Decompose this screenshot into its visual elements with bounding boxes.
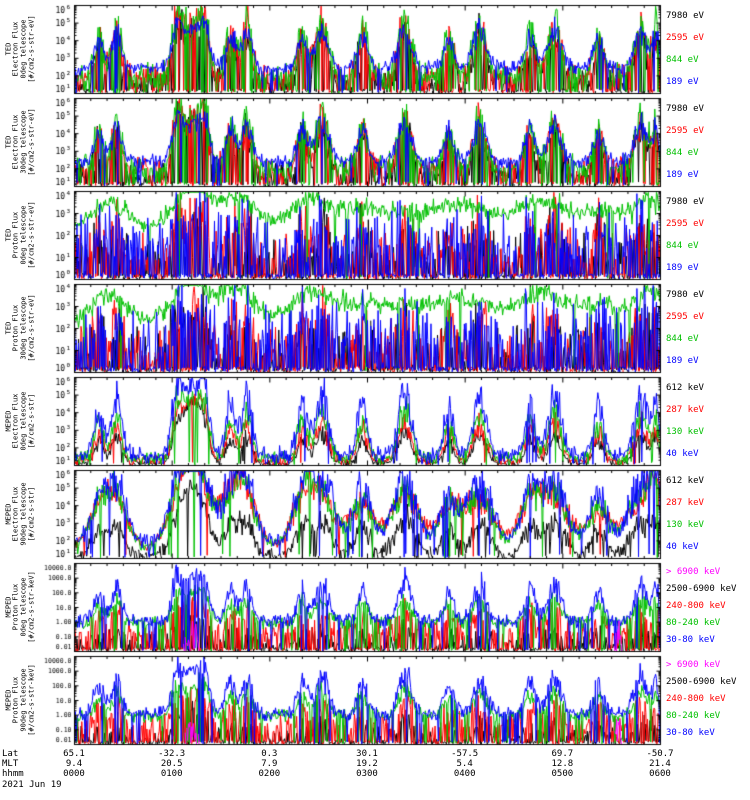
tick-lat-value: -50.7: [646, 749, 674, 759]
panel-5-plot: [40, 376, 662, 467]
tick-mlt-value: 12.8: [551, 759, 574, 769]
ylabel-line: [#/cm2-s-str]: [27, 393, 36, 449]
panel-7-legend-5: 30-80 keV: [666, 635, 715, 645]
panel-8-legend-3: 240-800 keV: [666, 694, 726, 704]
panel-4-legend-4: 189 eV: [666, 356, 699, 366]
panel-8-ylabel: MEPED Proton Flux 90deg telescope [#/cm2-s-…: [0, 655, 40, 746]
tick-mlt-value: 21.4: [649, 759, 671, 769]
panel-3-plot: [40, 190, 662, 281]
axis-row-label-hhmm: hhmm: [2, 769, 24, 779]
tick-lat-value: -32.3: [158, 749, 186, 759]
tick-mlt-value: 5.4: [456, 759, 473, 769]
panel-8-legend-1: > 6900 keV: [666, 660, 721, 670]
panel-2-ylabel: TED Electron Flux 30deg telescope [#/cm2-s-…: [0, 97, 40, 188]
panel-4-ylabel: TED Proton Flux 30deg telescope [#/cm2-s-st…: [0, 283, 40, 374]
panel-4-plot: [40, 283, 662, 374]
panel-3-legend-1: 7980 eV: [666, 197, 704, 207]
time-tick-0500: 69.7 12.8 0500: [530, 749, 594, 779]
ylabel-line: [#/cm2-s-str-eV]: [27, 201, 36, 269]
panel-7-ylabel: MEPED Proton Flux 0deg telescope [#/cm2-s-s…: [0, 562, 40, 653]
panel-3-ylabel: TED Proton Flux 0deg telescope [#/cm2-s-str…: [0, 190, 40, 281]
tick-hhmm-value: 0600: [649, 769, 671, 779]
tick-lat-value: 65.1: [63, 749, 85, 759]
panel-5-ylabel: MEPED Electron Flux 0deg telescope [#/cm2-s…: [0, 376, 40, 467]
time-tick-0100: -32.3 20.5 0100: [140, 749, 204, 779]
panel-3-legend-2: 2595 eV: [666, 219, 704, 229]
tick-lat-value: 69.7: [551, 749, 574, 759]
panel-4-legend-2: 2595 eV: [666, 312, 704, 322]
axis-row-label-lat: Lat: [2, 749, 19, 759]
tick-lat-value: -57.5: [451, 749, 479, 759]
ylabel-line: [#/cm2-s-str-keV]: [27, 571, 36, 643]
panel-8-legend-5: 30-80 keV: [666, 728, 715, 738]
tick-hhmm-value: 0000: [63, 769, 85, 779]
panel-6-legend-2: 287 keV: [666, 498, 704, 508]
panel-1-legend-2: 2595 eV: [666, 33, 704, 43]
tick-hhmm-value: 0400: [453, 769, 476, 779]
panel-8-legend-4: 80-240 keV: [666, 711, 721, 721]
panel-7-legend-3: 240-800 keV: [666, 601, 726, 611]
panel-6-plot: [40, 469, 662, 560]
panel-2-legend-1: 7980 eV: [666, 104, 704, 114]
panel-5-legend-4: 40 keV: [666, 449, 699, 459]
time-tick-0200: 0.3 7.9 0200: [237, 749, 301, 779]
tick-mlt-value: 19.2: [356, 759, 378, 769]
panel-5-legend-3: 130 keV: [666, 427, 704, 437]
axis-row-label-mlt: MLT: [2, 759, 19, 769]
panel-6-legend-1: 612 keV: [666, 476, 704, 486]
tick-mlt-value: 9.4: [65, 759, 83, 769]
tick-hhmm-value: 0300: [356, 769, 378, 779]
ylabel-line: [#/cm2-s-str]: [27, 486, 36, 542]
panel-7-legend-1: > 6900 keV: [666, 567, 721, 577]
tick-hhmm-value: 0200: [258, 769, 281, 779]
panel-2-legend-3: 844 eV: [666, 148, 699, 158]
panel-6-legend-3: 130 keV: [666, 520, 704, 530]
time-tick-0000: 65.1 9.4 0000: [42, 749, 106, 779]
panel-6-ylabel: MEPED Electron Flux 90deg telescope [#/cm2-…: [0, 469, 40, 560]
panel-5-legend-1: 612 keV: [666, 383, 704, 393]
tick-lat-value: 30.1: [356, 749, 378, 759]
panel-3-legend-3: 844 eV: [666, 241, 699, 251]
panel-7-legend-2: 2500-6900 keV: [666, 584, 737, 594]
panel-7-plot: [40, 562, 662, 653]
ylabel-line: [#/cm2-s-str-eV]: [27, 15, 36, 83]
tick-lat-value: 0.3: [261, 749, 278, 759]
panel-4-legend-1: 7980 eV: [666, 290, 704, 300]
panel-1-legend-4: 189 eV: [666, 77, 699, 87]
panel-1-legend-3: 844 eV: [666, 55, 699, 65]
panel-2-legend-4: 189 eV: [666, 170, 699, 180]
panel-8-legend-2: 2500-6900 keV: [666, 677, 737, 687]
ylabel-line: [#/cm2-s-str-keV]: [27, 664, 36, 736]
panel-2-plot: [40, 97, 662, 188]
panel-2-legend-2: 2595 eV: [666, 126, 704, 136]
tick-hhmm-value: 0100: [160, 769, 183, 779]
date-label: 2021 Jun 19: [2, 780, 62, 790]
panel-1-legend-1: 7980 eV: [666, 11, 704, 21]
panel-5-legend-2: 287 keV: [666, 405, 704, 415]
panel-4-legend-3: 844 eV: [666, 334, 699, 344]
time-tick-0300: 30.1 19.2 0300: [335, 749, 399, 779]
tick-hhmm-value: 0500: [551, 769, 574, 779]
time-tick-0400: -57.5 5.4 0400: [433, 749, 497, 779]
ylabel-line: [#/cm2-s-str-eV]: [27, 294, 36, 362]
panel-3-legend-4: 189 eV: [666, 263, 699, 273]
ylabel-line: [#/cm2-s-str-eV]: [27, 108, 36, 176]
panel-6-legend-4: 40 keV: [666, 542, 699, 552]
panel-8-plot: [40, 655, 662, 746]
tick-mlt-value: 7.9: [261, 759, 278, 769]
time-tick-0600: -50.7 21.4 0600: [628, 749, 692, 779]
panel-1-ylabel: TED Electron Flux 0deg telescope [#/cm2-s-s…: [0, 4, 40, 95]
panel-7-legend-4: 80-240 keV: [666, 618, 721, 628]
tick-mlt-value: 20.5: [160, 759, 183, 769]
panel-1-plot: [40, 4, 662, 95]
